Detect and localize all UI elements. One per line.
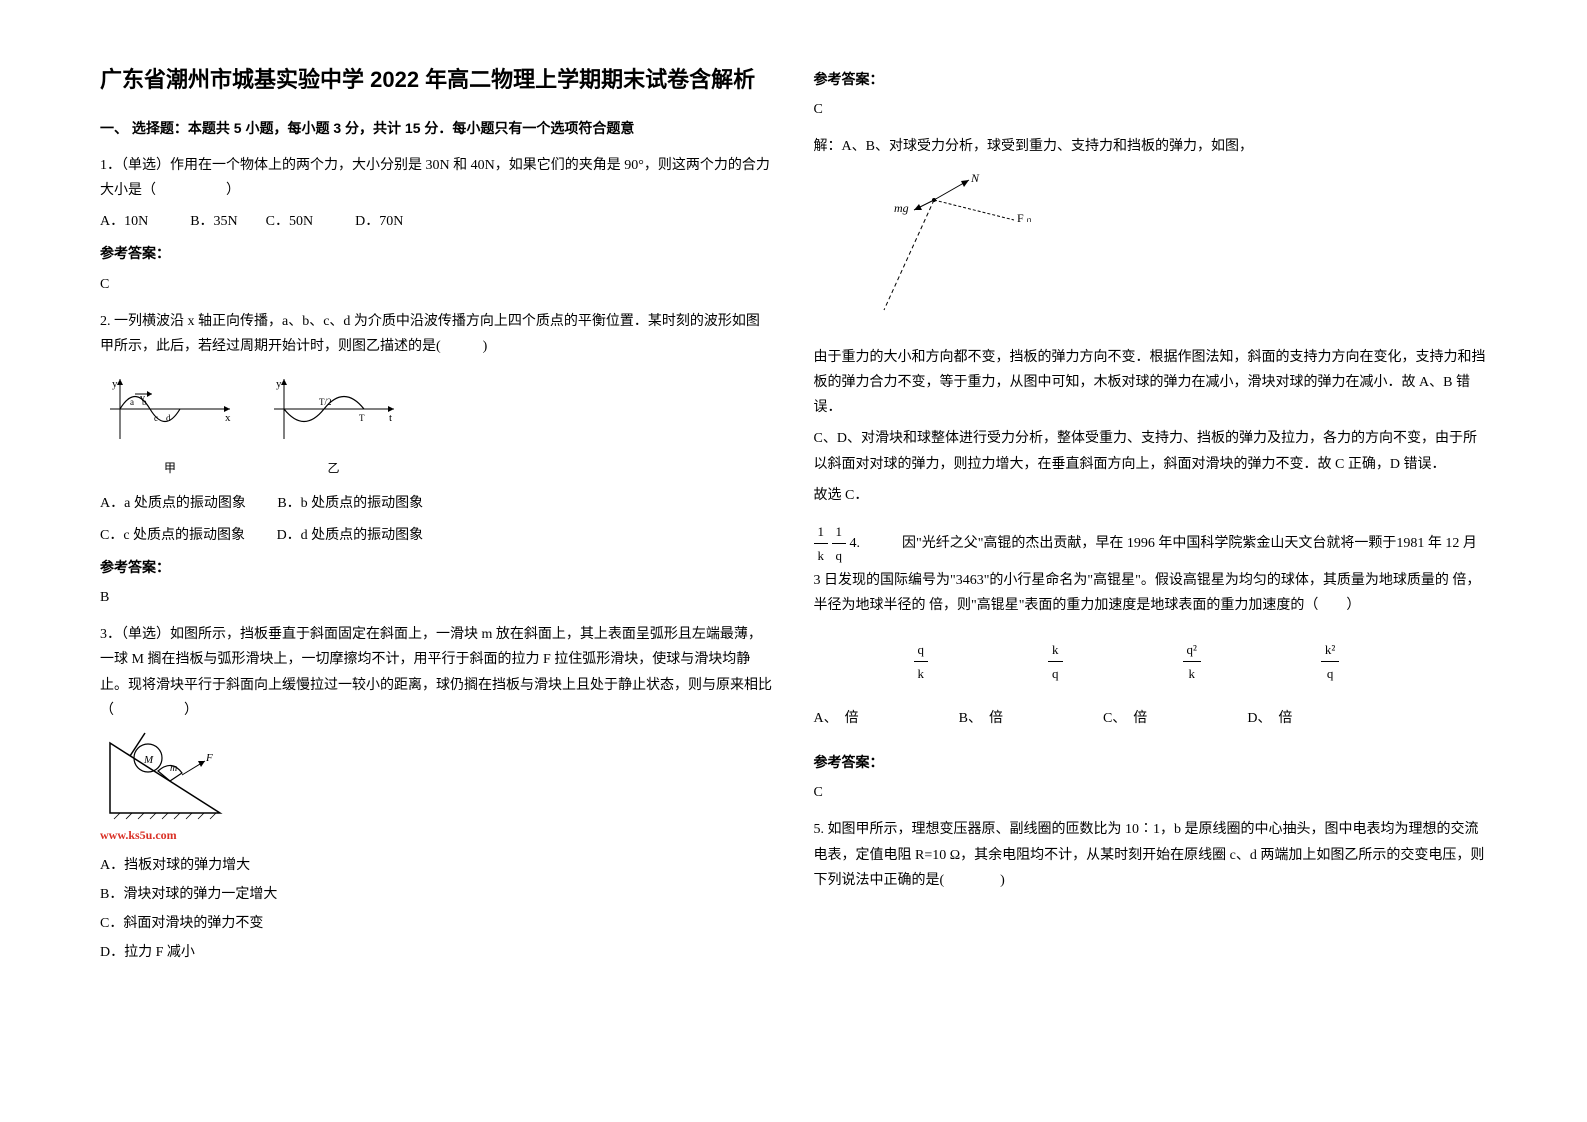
- force-diagram: N F ₙ mg: [874, 170, 1488, 329]
- q2-options-2: C．c 处质点的振动图象 D．d 处质点的振动图象: [100, 523, 774, 548]
- q3-text: 3．（单选）如图所示，挡板垂直于斜面固定在斜面上，一滑块 m 放在斜面上，其上表…: [100, 622, 774, 723]
- q3-opt-a: A．挡板对球的弹力增大: [100, 853, 774, 878]
- q3-options: A．挡板对球的弹力增大 B．滑块对球的弹力一定增大 C．斜面对滑块的弹力不变 D…: [100, 853, 774, 966]
- question-3: 3．（单选）如图所示，挡板垂直于斜面固定在斜面上，一滑块 m 放在斜面上，其上表…: [100, 622, 774, 965]
- frac-c: q² k: [1183, 638, 1201, 686]
- q4-opt-b: B、 倍: [959, 706, 1003, 731]
- question-1: 1．（单选）作用在一个物体上的两个力，大小分别是 30N 和 40N，如果它们的…: [100, 153, 774, 297]
- svg-text:F: F: [205, 752, 213, 764]
- q3-explain4: 故选 C．: [814, 483, 1488, 508]
- frac-a: q k: [914, 638, 929, 686]
- q2-opt-a: A．a 处质点的振动图象: [100, 496, 246, 511]
- force-mg-label: mg: [894, 201, 909, 215]
- q3-answer: C: [814, 97, 1488, 122]
- q2-opt-b: B．b 处质点的振动图象: [277, 496, 423, 511]
- watermark: www.ks5u.com: [100, 825, 774, 847]
- svg-text:m: m: [170, 763, 177, 774]
- wave-diagram-jia: y x a b c d v: [100, 369, 240, 449]
- q2-options: A．a 处质点的振动图象 B．b 处质点的振动图象: [100, 491, 774, 516]
- q1-answer: C: [100, 272, 774, 297]
- svg-text:x: x: [225, 412, 231, 424]
- frac-1k: 1 k: [814, 520, 829, 568]
- q1-answer-label: 参考答案：: [100, 242, 774, 267]
- section-header: 一、 选择题：本题共 5 小题，每小题 3 分，共计 15 分．每小题只有一个选…: [100, 116, 774, 141]
- q2-opt-d: D．d 处质点的振动图象: [277, 528, 424, 543]
- q3-opt-b: B．滑块对球的弹力一定增大: [100, 882, 774, 907]
- question-5: 5. 如图甲所示，理想变压器原、副线圈的匝数比为 10∶1，b 是原线圈的中心抽…: [814, 817, 1488, 893]
- svg-text:M: M: [143, 754, 154, 766]
- q4-options: A、 倍 B、 倍 C、 倍 D、 倍: [814, 706, 1488, 731]
- q2-answer: B: [100, 585, 774, 610]
- question-2: 2. 一列横波沿 x 轴正向传播，a、b、c、d 为介质中沿波传播方向上四个质点…: [100, 309, 774, 611]
- frac-d: k² q: [1321, 638, 1339, 686]
- force-f-label: F ₙ: [1017, 211, 1032, 225]
- q4-opt-c: C、 倍: [1103, 706, 1147, 731]
- svg-text:c: c: [154, 413, 158, 423]
- q3-explain1: 解：A、B、对球受力分析，球受到重力、支持力和挡板的弹力，如图，: [814, 134, 1488, 159]
- question-4: 1 k 1 q 4. 因"光纤之父"高锟的杰出贡献，早在 1996 年中国科学院…: [814, 520, 1488, 806]
- q4-fraction-row: q k k q q² k k² q: [814, 638, 1488, 686]
- q3-answer-label: 参考答案：: [814, 68, 1488, 93]
- q2-wave-diagram: y x a b c d v 甲: [100, 369, 774, 481]
- page-title: 广东省潮州市城基实验中学 2022 年高二物理上学期期末试卷含解析: [100, 60, 774, 100]
- q4-opt-d: D、 倍: [1247, 706, 1292, 731]
- svg-text:t: t: [389, 412, 392, 424]
- q3-incline-diagram: M m F www.ks5u.com: [100, 723, 774, 847]
- svg-text:v: v: [140, 393, 145, 404]
- q1-options: A．10N B．35N C．50N D．70N: [100, 209, 774, 234]
- svg-text:T: T: [359, 413, 365, 423]
- frac-1q: 1 q: [832, 520, 847, 568]
- q3-explain3: C、D、对滑块和球整体进行受力分析，整体受重力、支持力、挡板的弹力及拉力，各力的…: [814, 426, 1488, 476]
- label-yi: 乙: [264, 458, 404, 480]
- q4-text: 1 k 1 q 4. 因"光纤之父"高锟的杰出贡献，早在 1996 年中国科学院…: [814, 520, 1488, 618]
- svg-text:a: a: [130, 397, 134, 407]
- svg-text:y: y: [276, 378, 282, 390]
- q2-answer-label: 参考答案：: [100, 556, 774, 581]
- svg-text:T/2: T/2: [319, 397, 332, 407]
- q4-opt-a: A、 倍: [814, 706, 859, 731]
- svg-text:d: d: [166, 413, 171, 423]
- q2-opt-c: C．c 处质点的振动图象: [100, 528, 245, 543]
- q4-answer-label: 参考答案：: [814, 751, 1488, 776]
- q4-body: 4. 因"光纤之父"高锟的杰出贡献，早在 1996 年中国科学院紫金山天文台就将…: [814, 536, 1481, 613]
- q3-explain2: 由于重力的大小和方向都不变，挡板的弹力方向不变．根据作图法知，斜面的支持力方向在…: [814, 345, 1488, 421]
- svg-text:y: y: [112, 378, 118, 390]
- wave-diagram-yi: y t T/2 T: [264, 369, 404, 449]
- q4-answer: C: [814, 780, 1488, 805]
- q1-text: 1．（单选）作用在一个物体上的两个力，大小分别是 30N 和 40N，如果它们的…: [100, 153, 774, 203]
- label-jia: 甲: [100, 458, 240, 480]
- q5-text: 5. 如图甲所示，理想变压器原、副线圈的匝数比为 10∶1，b 是原线圈的中心抽…: [814, 817, 1488, 893]
- q3-opt-d: D．拉力 F 减小: [100, 940, 774, 965]
- q2-text: 2. 一列横波沿 x 轴正向传播，a、b、c、d 为介质中沿波传播方向上四个质点…: [100, 309, 774, 359]
- force-n-label: N: [970, 171, 980, 185]
- q3-opt-c: C．斜面对滑块的弹力不变: [100, 911, 774, 936]
- frac-b: k q: [1048, 638, 1063, 686]
